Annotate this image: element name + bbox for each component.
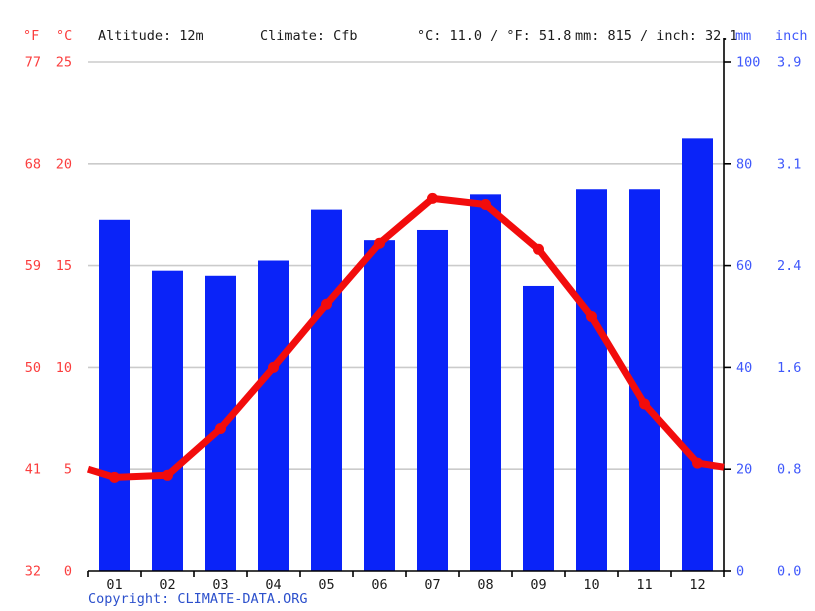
altitude-label: Altitude: 12m bbox=[98, 28, 204, 44]
month-label-06: 06 bbox=[371, 577, 387, 593]
precip-bar-01 bbox=[99, 219, 130, 572]
temperature-point-10 bbox=[586, 311, 597, 322]
month-label-12: 12 bbox=[689, 577, 705, 593]
temperature-point-04 bbox=[268, 361, 279, 373]
inch-axis-tick-label: 2.4 bbox=[777, 258, 801, 274]
f-axis-tick-label: 32 bbox=[25, 564, 41, 580]
annual-precipitation-label: mm: 815 / inch: 32.1 bbox=[575, 28, 738, 44]
month-label-05: 05 bbox=[318, 577, 334, 593]
inch-axis-tick-label: 1.6 bbox=[777, 360, 801, 376]
month-label-02: 02 bbox=[159, 577, 175, 593]
f-axis-tick-label: 59 bbox=[25, 258, 41, 274]
precip-bar-10 bbox=[576, 189, 607, 571]
inch-axis-tick-label: 3.9 bbox=[777, 55, 801, 71]
precip-bar-09 bbox=[523, 285, 554, 571]
temperature-point-03 bbox=[215, 422, 226, 434]
copyright-site-link[interactable]: CLIMATE-DATA.ORG bbox=[177, 591, 308, 607]
month-label-08: 08 bbox=[477, 577, 493, 593]
mm-axis-tick-label: 40 bbox=[736, 360, 752, 376]
temperature-point-01 bbox=[109, 471, 120, 483]
inch-axis-tick-label: 0.8 bbox=[777, 462, 801, 478]
mm-axis-tick-label: 80 bbox=[736, 156, 752, 172]
month-label-04: 04 bbox=[265, 577, 281, 593]
mean-temperature-label: °C: 11.0 / °F: 51.8 bbox=[417, 28, 572, 44]
precip-bar-08 bbox=[470, 194, 501, 571]
c-axis-tick-label: 0 bbox=[64, 564, 72, 580]
unit-label-mm: mm bbox=[735, 28, 752, 44]
precip-bar-12 bbox=[682, 138, 713, 571]
copyright-prefix: Copyright: bbox=[88, 591, 178, 607]
unit-label-fahrenheit: °F bbox=[23, 28, 40, 44]
unit-label-inch: inch bbox=[775, 28, 808, 44]
c-axis-tick-label: 10 bbox=[56, 360, 72, 376]
temperature-point-08 bbox=[480, 199, 491, 211]
temperature-point-02 bbox=[162, 469, 173, 481]
climate-class-label: Climate: Cfb bbox=[260, 28, 358, 44]
c-axis-tick-label: 25 bbox=[56, 55, 72, 71]
temperature-point-11 bbox=[639, 398, 650, 410]
c-axis-tick-label: 15 bbox=[56, 258, 72, 274]
month-label-01: 01 bbox=[106, 577, 122, 593]
month-label-09: 09 bbox=[530, 577, 546, 593]
mm-axis-tick-label: 100 bbox=[736, 55, 760, 71]
inch-axis-tick-label: 3.1 bbox=[777, 156, 801, 172]
month-label-11: 11 bbox=[636, 577, 652, 593]
temperature-point-12 bbox=[692, 457, 703, 469]
month-label-10: 10 bbox=[583, 577, 599, 593]
mm-axis-tick-label: 60 bbox=[736, 258, 752, 274]
temperature-line bbox=[86, 194, 725, 481]
temperature-point-05 bbox=[321, 298, 332, 310]
c-axis-tick-label: 5 bbox=[64, 462, 72, 478]
precip-bar-05 bbox=[311, 209, 342, 572]
temperature-point-07 bbox=[427, 192, 438, 204]
f-axis-tick-label: 50 bbox=[25, 360, 41, 376]
precip-bar-02 bbox=[152, 270, 183, 571]
temperature-point-09 bbox=[533, 243, 544, 255]
precip-bar-07 bbox=[417, 229, 448, 571]
month-label-07: 07 bbox=[424, 577, 440, 593]
mm-axis-tick-label: 20 bbox=[736, 462, 752, 478]
c-axis-tick-label: 20 bbox=[56, 156, 72, 172]
precip-bar-06 bbox=[364, 240, 395, 571]
month-label-03: 03 bbox=[212, 577, 228, 593]
precip-bar-04 bbox=[258, 260, 289, 571]
unit-label-celsius: °C bbox=[56, 28, 73, 44]
f-axis-tick-label: 68 bbox=[25, 156, 41, 172]
temperature-point-06 bbox=[374, 237, 385, 249]
inch-axis-tick-label: 0.0 bbox=[777, 564, 801, 580]
precip-bar-11 bbox=[629, 189, 660, 571]
mm-axis-tick-label: 0 bbox=[736, 564, 744, 580]
f-axis-tick-label: 77 bbox=[25, 55, 41, 71]
f-axis-tick-label: 41 bbox=[25, 462, 41, 478]
copyright-line: Copyright: CLIMATE-DATA.ORG bbox=[88, 591, 307, 607]
